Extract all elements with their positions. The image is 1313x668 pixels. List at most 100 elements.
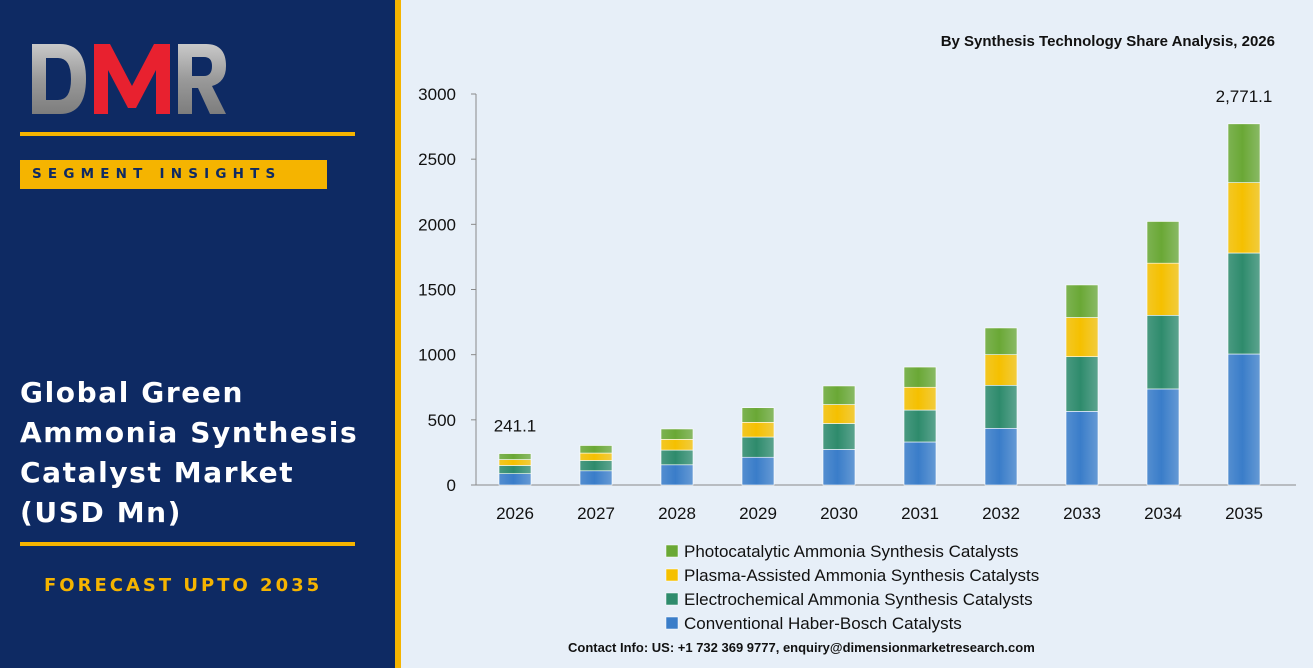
bar-2035-series-3 bbox=[1227, 123, 1261, 183]
bar-segment bbox=[984, 354, 1018, 386]
bar-2026-series-2 bbox=[498, 459, 532, 466]
bar-2030-series-1 bbox=[822, 423, 856, 450]
bar-2032-series-2 bbox=[984, 354, 1018, 386]
bar-segment bbox=[579, 470, 613, 486]
bar-2026-series-0 bbox=[498, 473, 532, 486]
bar-2032-series-0 bbox=[984, 428, 1018, 486]
bar-segment bbox=[903, 366, 937, 388]
bar-segment bbox=[660, 464, 694, 486]
data-label: 241.1 bbox=[494, 417, 537, 436]
bar-2028-series-1 bbox=[660, 449, 694, 466]
legend-label: Conventional Haber-Bosch Catalysts bbox=[684, 614, 962, 633]
bar-2027-series-3 bbox=[579, 445, 613, 454]
bar-2034-series-0 bbox=[1146, 388, 1180, 486]
bar-segment bbox=[1065, 317, 1099, 357]
y-tick-label: 1000 bbox=[418, 346, 456, 365]
bar-segment bbox=[660, 449, 694, 466]
bottom-accent-line bbox=[20, 542, 355, 546]
bar-segment bbox=[741, 407, 775, 423]
legend-label: Plasma-Assisted Ammonia Synthesis Cataly… bbox=[684, 566, 1039, 585]
legend-label: Electrochemical Ammonia Synthesis Cataly… bbox=[684, 590, 1033, 609]
bar-segment bbox=[822, 449, 856, 486]
legend-item: Photocatalytic Ammonia Synthesis Catalys… bbox=[665, 542, 1018, 561]
market-title: Global Green Ammonia Synthesis Catalyst … bbox=[20, 376, 359, 529]
bar-2028-series-3 bbox=[660, 428, 694, 440]
bar-2033-series-0 bbox=[1065, 411, 1099, 486]
bar-2031-series-0 bbox=[903, 441, 937, 486]
bar-2034-series-3 bbox=[1146, 221, 1180, 264]
bar-2033-series-3 bbox=[1065, 284, 1099, 318]
bar-segment bbox=[579, 445, 613, 454]
bar-2026-series-3 bbox=[498, 453, 532, 460]
bar-segment bbox=[822, 423, 856, 450]
bar-segment bbox=[1227, 123, 1261, 183]
bar-segment bbox=[984, 384, 1018, 429]
bar-segment bbox=[822, 385, 856, 405]
bar-segment bbox=[498, 459, 532, 466]
legend-item: Electrochemical Ammonia Synthesis Cataly… bbox=[665, 590, 1033, 609]
bar-segment bbox=[579, 460, 613, 472]
bar-segment bbox=[741, 422, 775, 438]
bar-segment bbox=[498, 465, 532, 474]
bar-segment bbox=[741, 456, 775, 486]
bar-segment bbox=[822, 404, 856, 424]
bar-2034-series-1 bbox=[1146, 315, 1180, 390]
x-tick-label: 2035 bbox=[1225, 504, 1263, 523]
y-tick-label: 2500 bbox=[418, 150, 456, 169]
bar-2032-series-3 bbox=[984, 327, 1018, 355]
legend-item: Conventional Haber-Bosch Catalysts bbox=[665, 614, 962, 633]
x-tick-label: 2027 bbox=[577, 504, 615, 523]
panel-divider bbox=[395, 0, 401, 668]
y-tick-label: 3000 bbox=[418, 85, 456, 104]
bar-segment bbox=[1065, 284, 1099, 318]
bar-segment bbox=[984, 327, 1018, 355]
bar-2033-series-2 bbox=[1065, 317, 1099, 357]
bar-segment bbox=[1065, 356, 1099, 412]
bar-2035-series-2 bbox=[1227, 182, 1261, 254]
forecast-label: FORECAST UPTO 2035 bbox=[44, 575, 323, 596]
bar-segment bbox=[660, 428, 694, 440]
bar-segment bbox=[1146, 388, 1180, 486]
bar-segment bbox=[1146, 262, 1180, 316]
bar-segment bbox=[903, 441, 937, 486]
bar-2028-series-0 bbox=[660, 464, 694, 486]
bar-2029-series-2 bbox=[741, 422, 775, 438]
bar-2031-series-3 bbox=[903, 366, 937, 388]
top-accent-line bbox=[20, 132, 355, 136]
bar-2029-series-3 bbox=[741, 407, 775, 423]
y-tick-label: 1500 bbox=[418, 281, 456, 300]
bar-2035-series-0 bbox=[1227, 353, 1261, 486]
bar-2026-series-1 bbox=[498, 465, 532, 474]
x-tick-label: 2028 bbox=[658, 504, 696, 523]
bar-segment bbox=[1227, 182, 1261, 254]
x-tick-label: 2029 bbox=[739, 504, 777, 523]
dmr-logo bbox=[32, 44, 226, 114]
bar-2035-series-1 bbox=[1227, 252, 1261, 355]
segment-insights-badge: SEGMENT INSIGHTS bbox=[20, 160, 327, 189]
left-panel: SEGMENT INSIGHTS Global Green Ammonia Sy… bbox=[0, 0, 395, 668]
x-tick-label: 2032 bbox=[982, 504, 1020, 523]
legend-swatch bbox=[665, 616, 679, 630]
bar-segment bbox=[498, 473, 532, 486]
contact-info: Contact Info: US: +1 732 369 9777, enqui… bbox=[568, 640, 1035, 655]
bar-segment bbox=[1227, 252, 1261, 355]
bar-2034-series-2 bbox=[1146, 262, 1180, 316]
legend-swatch bbox=[665, 592, 679, 606]
legend-item: Plasma-Assisted Ammonia Synthesis Cataly… bbox=[665, 566, 1039, 585]
bar-2027-series-1 bbox=[579, 460, 613, 472]
bar-segment bbox=[1146, 315, 1180, 390]
bar-segment bbox=[1065, 411, 1099, 486]
legend-swatch bbox=[665, 544, 679, 558]
bar-segment bbox=[903, 386, 937, 411]
bar-segment bbox=[984, 428, 1018, 486]
bar-2027-series-2 bbox=[579, 452, 613, 461]
bar-2030-series-3 bbox=[822, 385, 856, 405]
bar-2030-series-2 bbox=[822, 404, 856, 424]
x-tick-label: 2030 bbox=[820, 504, 858, 523]
y-tick-label: 2000 bbox=[418, 215, 456, 234]
x-tick-label: 2034 bbox=[1144, 504, 1182, 523]
bar-2028-series-2 bbox=[660, 439, 694, 451]
bar-2030-series-0 bbox=[822, 449, 856, 486]
bar-segment bbox=[498, 453, 532, 460]
x-tick-label: 2026 bbox=[496, 504, 534, 523]
